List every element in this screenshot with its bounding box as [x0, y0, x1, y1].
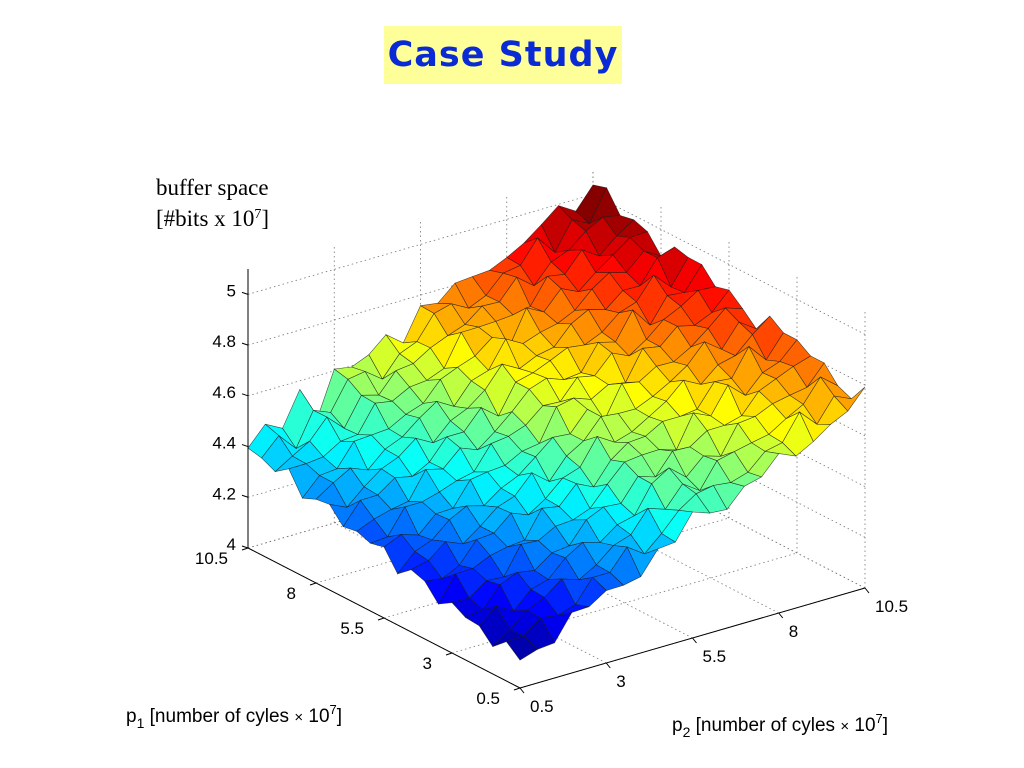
- p1-tick-mark: [513, 687, 521, 691]
- z-tick-mark: [241, 545, 249, 549]
- p1-tick-label: 5.5: [340, 619, 364, 638]
- grid-line: [334, 522, 607, 664]
- grid-line: [592, 447, 866, 589]
- x-axis-label: p1 [number of cyles × 107]: [126, 702, 342, 731]
- p1-tick-label: 0.5: [476, 689, 500, 708]
- p2-tick-label: 3: [616, 672, 625, 691]
- z-axis-label: buffer space [#bits x 107]: [156, 172, 269, 234]
- p2-tick-mark: [519, 687, 525, 694]
- p1-tick-mark: [445, 652, 453, 656]
- grid-line: [247, 193, 594, 295]
- z-tick-label: 4.4: [212, 434, 236, 453]
- surface-patch: [505, 635, 538, 661]
- p1-tick-mark: [309, 582, 317, 586]
- z-axis-label-line1: buffer space: [156, 175, 269, 200]
- p1-tick-label: 3: [423, 654, 432, 673]
- z-tick-label: 5: [227, 281, 236, 300]
- z-tick-mark: [241, 494, 249, 498]
- z-tick-mark: [241, 444, 249, 448]
- p2-tick-mark: [605, 662, 611, 669]
- p2-tick-label: 0.5: [530, 697, 554, 716]
- p2-tick-label: 10.5: [875, 597, 908, 616]
- p2-tick-mark: [864, 587, 870, 594]
- grid-line: [315, 482, 662, 584]
- p2-tick-mark: [692, 637, 697, 644]
- p2-tick-label: 5.5: [703, 647, 727, 666]
- p1-tick-mark: [241, 547, 249, 551]
- z-tick-mark: [241, 342, 249, 346]
- title-box: Case Study: [384, 26, 622, 84]
- grid-line: [247, 244, 594, 346]
- grid-line: [592, 194, 866, 335]
- z-axis-label-line2: [#bits x 107]: [156, 206, 270, 231]
- p1-tick-label: 10.5: [195, 549, 228, 568]
- p1-tick-label: 8: [287, 584, 296, 603]
- p2-tick-label: 8: [789, 622, 798, 641]
- grid-line: [247, 295, 594, 397]
- z-tick-label: 4.8: [212, 332, 236, 351]
- surface-mesh: [247, 184, 866, 661]
- z-tick-mark: [241, 291, 249, 295]
- slide-title: Case Study: [387, 35, 619, 75]
- grid-line: [420, 497, 693, 639]
- grid-line: [247, 447, 594, 549]
- y-axis-label: p2 [number of cyles × 107]: [672, 711, 888, 740]
- grid-line: [506, 472, 779, 614]
- z-tick-label: 4.2: [212, 484, 236, 503]
- p2-tick-mark: [778, 612, 784, 619]
- p1-tick-mark: [377, 617, 385, 621]
- grid-line: [592, 346, 866, 487]
- z-tick-mark: [241, 393, 249, 397]
- grid-line: [592, 396, 866, 538]
- z-tick-label: 4.6: [212, 383, 236, 402]
- z-tick-label: 4: [227, 535, 236, 554]
